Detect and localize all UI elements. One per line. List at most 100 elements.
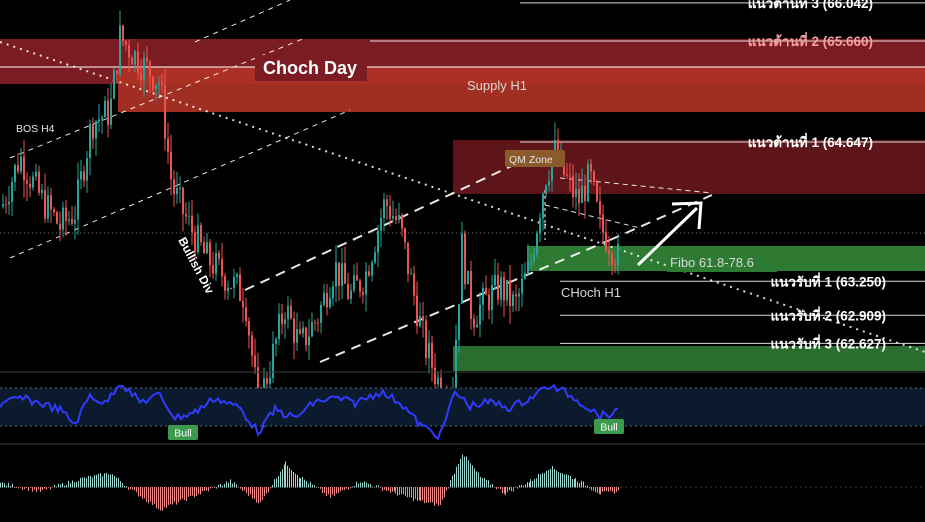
candle-body bbox=[470, 270, 472, 319]
candle-body bbox=[119, 25, 121, 75]
candle-body bbox=[551, 158, 553, 181]
bullish-arrow bbox=[636, 206, 699, 267]
macd-bar bbox=[572, 479, 573, 488]
macd-bar bbox=[342, 487, 343, 491]
candle-body bbox=[341, 263, 343, 286]
macd-bar bbox=[78, 480, 79, 488]
macd-bar bbox=[2, 482, 3, 488]
macd-bar bbox=[554, 468, 555, 488]
macd-bar bbox=[346, 487, 347, 489]
candle-body bbox=[14, 165, 16, 182]
macd-bar bbox=[426, 487, 427, 503]
macd-bar bbox=[616, 487, 617, 492]
candle-body bbox=[437, 377, 439, 385]
macd-bar bbox=[558, 472, 559, 488]
choch-day-label-bg bbox=[255, 55, 367, 81]
candle-body bbox=[176, 188, 178, 195]
candle-body bbox=[221, 258, 223, 277]
macd-bar bbox=[0, 482, 1, 488]
macd-bar bbox=[405, 487, 406, 497]
macd-bar bbox=[448, 487, 449, 489]
candle-body bbox=[62, 207, 64, 230]
candle-body bbox=[578, 188, 580, 204]
candle-body bbox=[608, 250, 610, 255]
candle-body bbox=[395, 216, 397, 220]
candle-body bbox=[494, 274, 496, 286]
macd-bar bbox=[568, 475, 569, 488]
candle-body bbox=[338, 262, 340, 286]
candle-body bbox=[350, 290, 352, 299]
macd-bar bbox=[312, 484, 313, 488]
macd-bar bbox=[456, 466, 457, 488]
macd-bar bbox=[120, 481, 121, 488]
bos-channel-top bbox=[194, 0, 291, 43]
macd-bar bbox=[338, 487, 339, 493]
macd-bar bbox=[44, 487, 45, 489]
macd-bar bbox=[472, 465, 473, 488]
candle-body bbox=[335, 262, 337, 287]
candle-body bbox=[236, 274, 238, 277]
macd-bar bbox=[36, 487, 37, 492]
candle-body bbox=[419, 316, 421, 327]
macd-bar bbox=[48, 487, 49, 488]
macd-bar bbox=[534, 479, 535, 488]
macd-bar bbox=[144, 487, 145, 499]
macd-bar bbox=[64, 485, 65, 488]
candle-body bbox=[161, 82, 163, 86]
macd-bar bbox=[108, 474, 109, 488]
macd-bar bbox=[420, 487, 421, 502]
candle-body bbox=[320, 304, 322, 323]
macd-bar bbox=[484, 477, 485, 488]
candle-body bbox=[164, 85, 166, 139]
macd-bar bbox=[206, 487, 207, 491]
candle-body bbox=[512, 294, 514, 307]
candle-body bbox=[110, 98, 112, 125]
macd-bar bbox=[380, 487, 381, 488]
candle-body bbox=[362, 291, 364, 295]
macd-bar bbox=[538, 473, 539, 488]
macd-bar bbox=[320, 487, 321, 489]
candle-body bbox=[278, 314, 280, 340]
macd-bar bbox=[178, 487, 179, 503]
macd-bar bbox=[118, 477, 119, 488]
macd-bar bbox=[579, 483, 580, 488]
macd-bar bbox=[515, 486, 516, 488]
macd-bar bbox=[182, 487, 183, 499]
candle-body bbox=[464, 233, 466, 285]
macd-bar bbox=[482, 478, 483, 488]
macd-bar bbox=[106, 472, 107, 488]
macd-bar bbox=[66, 485, 67, 488]
bull-badge-bg-2 bbox=[594, 419, 624, 434]
macd-bar bbox=[422, 487, 423, 501]
macd-bar bbox=[523, 485, 524, 488]
macd-bar bbox=[102, 476, 103, 488]
macd-bar bbox=[602, 487, 603, 492]
macd-bar bbox=[228, 482, 229, 488]
macd-bar bbox=[550, 468, 551, 488]
candle-body bbox=[206, 242, 208, 254]
macd-bar bbox=[186, 487, 187, 502]
macd-bar bbox=[56, 486, 57, 488]
macd-bar bbox=[242, 487, 243, 491]
macd-bar bbox=[84, 477, 85, 488]
candle-body bbox=[314, 322, 316, 324]
macd-bar bbox=[240, 487, 241, 489]
macd-bar bbox=[450, 480, 451, 488]
macd-bar bbox=[132, 487, 133, 490]
macd-bar bbox=[490, 484, 491, 488]
macd-bar bbox=[156, 487, 157, 509]
candle-body bbox=[65, 207, 67, 221]
candle-body bbox=[299, 329, 301, 334]
macd-bar bbox=[214, 486, 215, 488]
macd-bar bbox=[566, 474, 567, 488]
candle-body bbox=[137, 51, 139, 74]
macd-bar bbox=[220, 483, 221, 488]
macd-bar bbox=[587, 485, 588, 488]
macd-bar bbox=[134, 487, 135, 491]
macd-bar bbox=[24, 487, 25, 489]
candle-body bbox=[371, 262, 373, 276]
candle-body bbox=[173, 179, 175, 195]
macd-bar bbox=[322, 487, 323, 494]
macd-bar bbox=[230, 479, 231, 488]
